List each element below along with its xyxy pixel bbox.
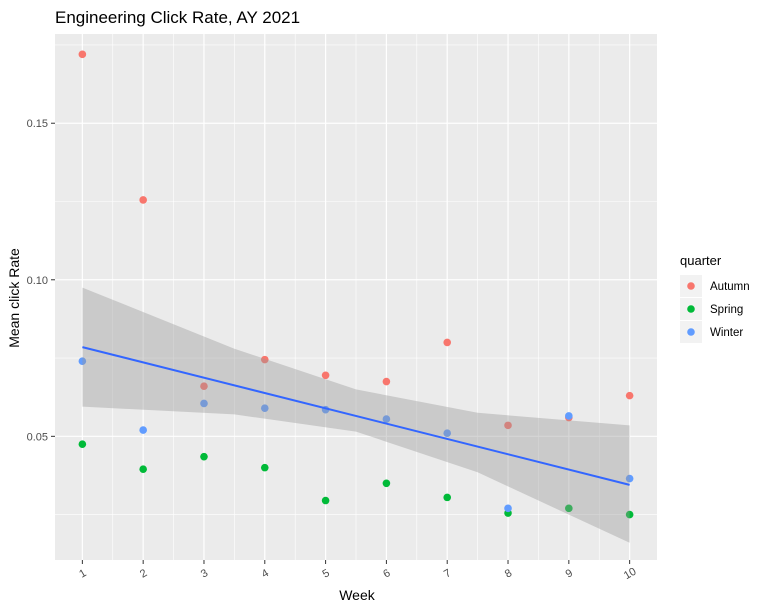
legend-title: quarter xyxy=(680,253,722,268)
data-point-spring xyxy=(321,496,330,505)
x-axis-title: Week xyxy=(339,587,376,603)
data-point-winter xyxy=(565,412,573,420)
x-tick-label: 5 xyxy=(320,567,331,580)
x-tick-label: 8 xyxy=(503,567,514,580)
legend-label-winter: Winter xyxy=(710,327,743,339)
data-point-winter xyxy=(382,415,391,423)
data-point-winter xyxy=(625,474,634,483)
chart-title: Engineering Click Rate, AY 2021 xyxy=(55,8,300,27)
data-point-winter xyxy=(78,357,87,365)
data-point-autumn xyxy=(443,338,452,347)
data-point-autumn xyxy=(200,382,208,391)
minor-gridlines xyxy=(55,34,657,560)
data-point-winter xyxy=(443,429,452,437)
y-tick-label: 0.05 xyxy=(27,431,48,443)
y-tick-label: 0.15 xyxy=(27,118,48,130)
x-tick-label: 1 xyxy=(77,567,88,580)
data-point-spring xyxy=(260,463,269,472)
legend-label-spring: Spring xyxy=(710,304,743,316)
data-point-autumn xyxy=(321,371,330,380)
plot-panel xyxy=(55,34,657,560)
x-tick-label: 2 xyxy=(138,567,149,580)
data-point-winter xyxy=(260,404,269,412)
data-point-spring xyxy=(78,440,87,448)
data-point-autumn xyxy=(260,355,269,364)
x-tick-label: 4 xyxy=(260,567,271,580)
data-point-spring xyxy=(200,452,208,461)
data-point-spring xyxy=(443,493,452,502)
data-point-autumn xyxy=(78,50,87,59)
data-point-spring xyxy=(382,479,391,488)
x-tick-label: 7 xyxy=(442,567,453,580)
data-point-autumn xyxy=(382,377,391,386)
data-points xyxy=(78,50,634,519)
trend-line xyxy=(82,346,630,486)
data-point-winter xyxy=(139,426,147,434)
legend-label-autumn: Autumn xyxy=(710,281,750,293)
x-axis-ticks: 1 2 3 4 5 6 7 8 9 10 xyxy=(77,560,638,582)
data-point-winter xyxy=(200,399,208,408)
y-axis-ticks: 0.05 0.10 0.15 xyxy=(27,118,55,443)
x-tick-label: 6 xyxy=(381,567,392,580)
data-point-spring xyxy=(625,510,634,519)
y-tick-label: 0.10 xyxy=(27,275,48,287)
legend-marker-winter xyxy=(687,328,695,336)
x-tick-label: 3 xyxy=(199,567,210,580)
legend-items: Autumn Spring Winter xyxy=(680,275,750,343)
data-point-winter xyxy=(504,504,512,513)
x-tick-label: 10 xyxy=(622,566,639,583)
data-point-autumn xyxy=(504,421,512,430)
major-gridlines xyxy=(55,34,657,560)
data-point-spring xyxy=(565,504,573,513)
data-point-autumn xyxy=(625,391,634,400)
legend-marker-autumn xyxy=(687,282,695,290)
y-axis-title: Mean click Rate xyxy=(6,248,22,348)
data-point-spring xyxy=(139,465,147,474)
data-point-autumn xyxy=(139,196,147,204)
legend-marker-spring xyxy=(687,305,695,313)
x-tick-label: 9 xyxy=(564,567,575,580)
legend: quarter Autumn Spring Winter xyxy=(680,253,750,343)
